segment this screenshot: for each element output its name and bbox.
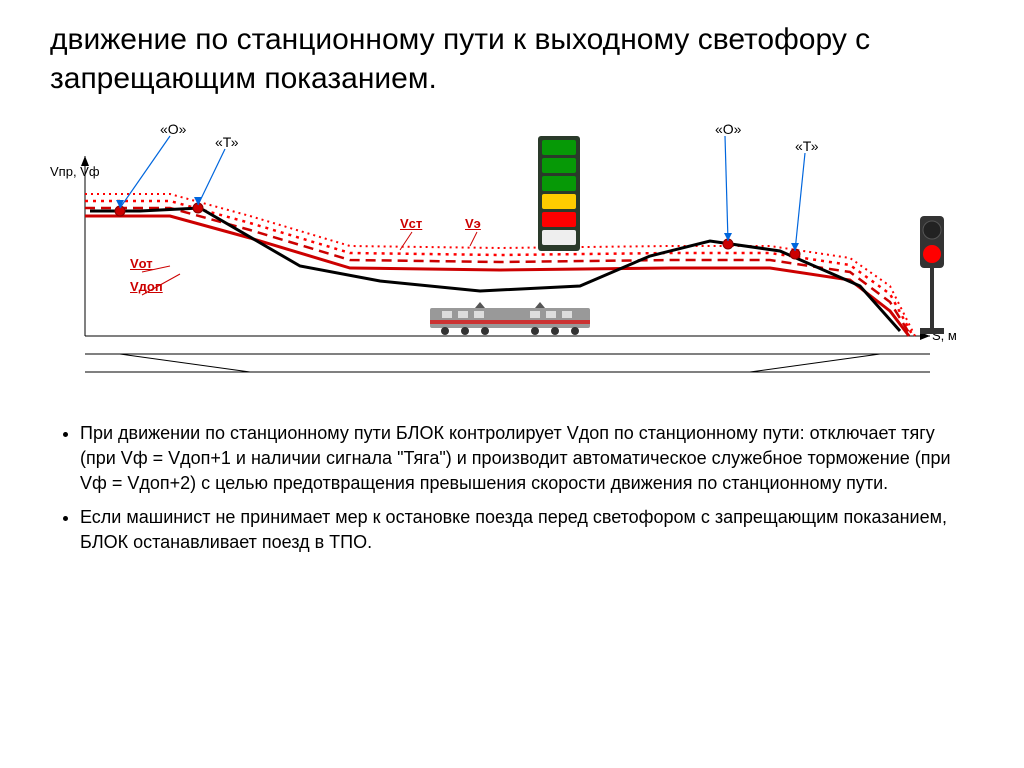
curve-label-vdop: Vдоп: [130, 279, 163, 294]
page-title: движение по станционному пути к выходном…: [50, 20, 974, 98]
train-svg: [430, 302, 590, 336]
chart-svg: [50, 116, 970, 396]
bullet-list: При движении по станционному пути БЛОК к…: [50, 421, 974, 555]
list-item: Если машинист не принимает мер к останов…: [80, 505, 974, 555]
mast-svg: [920, 216, 954, 336]
marker-label-t: «Т»: [795, 138, 819, 154]
marker-label-o: «О»: [160, 121, 186, 137]
marker-label-o: «О»: [715, 121, 741, 137]
list-item: При движении по станционному пути БЛОК к…: [80, 421, 974, 497]
y-axis-label: Vпр, Vф: [50, 164, 100, 179]
curve-label-vst: Vст: [400, 216, 422, 231]
curve-label-ve: Vэ: [465, 216, 481, 231]
chart-diagram: Vпр, Vф S, м «О»«Т»«О»«Т»VстVэVотVдоп: [50, 116, 970, 396]
marker-label-t: «Т»: [215, 134, 239, 150]
signal-panel-svg: [538, 136, 580, 251]
curve-label-vot: Vот: [130, 256, 153, 271]
